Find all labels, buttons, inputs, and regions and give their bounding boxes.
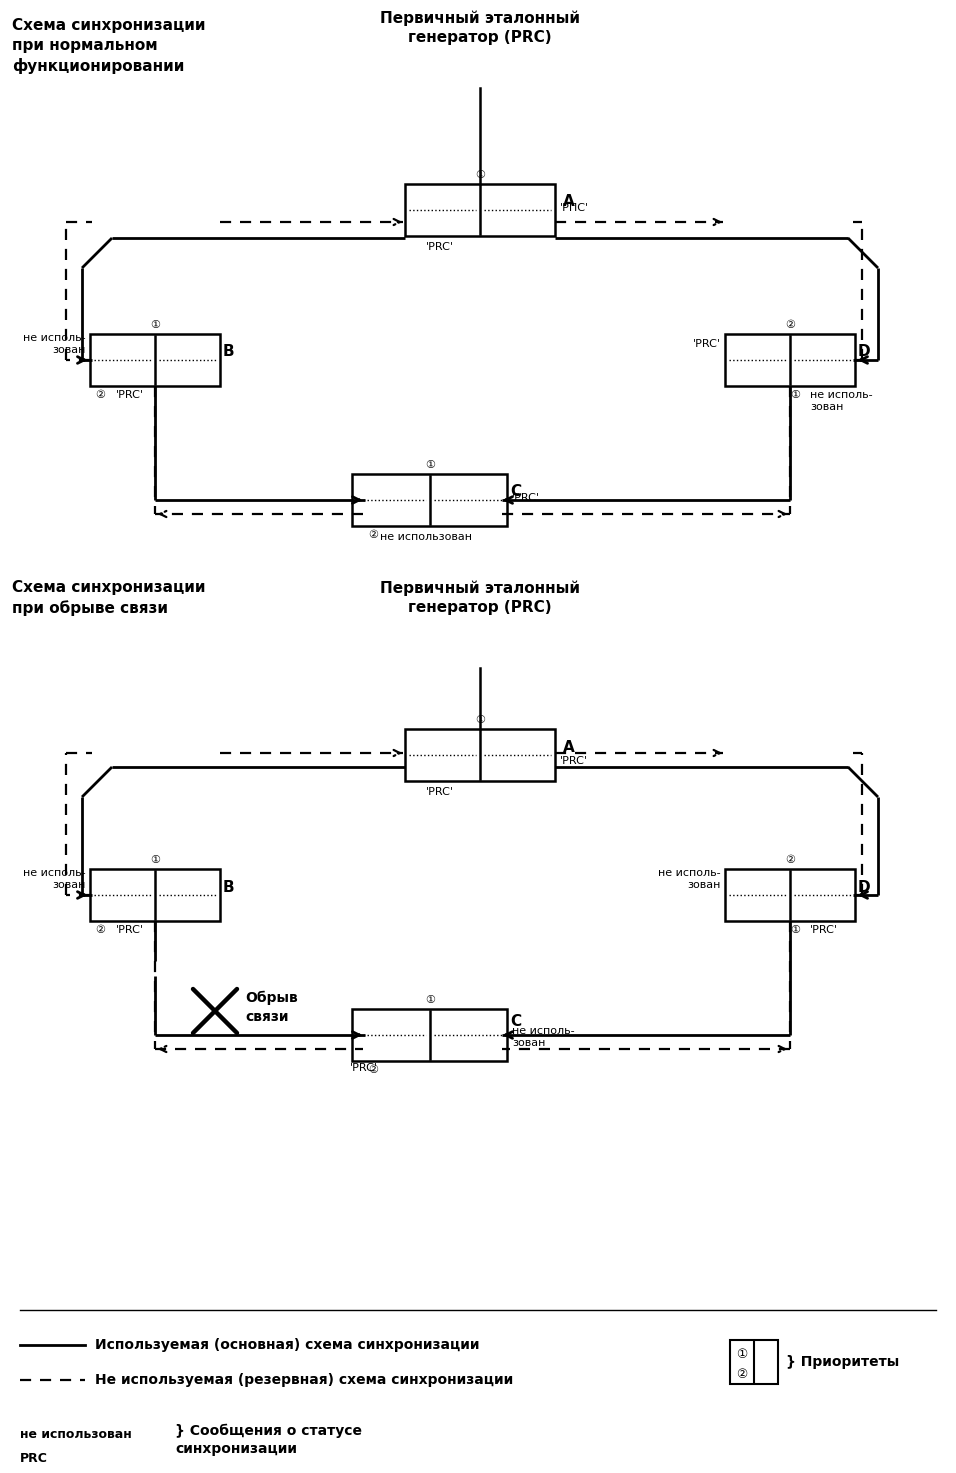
Text: не исполь-
зован: не исполь- зован (512, 1025, 575, 1049)
Text: Первичный эталонный
генератор (PRC): Первичный эталонный генератор (PRC) (380, 10, 580, 46)
Text: 'PRC': 'PRC' (810, 925, 838, 935)
Text: A: A (563, 194, 575, 209)
Text: ①: ① (425, 994, 435, 1005)
Text: ②: ② (785, 320, 795, 330)
Text: не исполь-
зован: не исполь- зован (810, 390, 873, 412)
Text: ②: ② (368, 530, 378, 541)
Text: ②: ② (785, 854, 795, 865)
Bar (725, 869, 855, 921)
Text: 'PRC': 'PRC' (116, 390, 144, 401)
Text: не исполь-
зован: не исполь- зован (659, 868, 721, 890)
Text: Не используемая (резервная) схема синхронизации: Не используемая (резервная) схема синхро… (95, 1373, 513, 1388)
Text: ①: ① (790, 390, 800, 401)
Text: 'PRC': 'PRC' (116, 925, 144, 935)
Bar (730, 1340, 778, 1385)
Text: 'PRC': 'PRC' (560, 756, 588, 766)
Text: ②: ② (368, 1065, 378, 1075)
Text: Используемая (основная) схема синхронизации: Используемая (основная) схема синхрониза… (95, 1337, 480, 1352)
Text: 'PRC': 'PRC' (426, 787, 454, 797)
Bar (353, 474, 508, 526)
Bar (405, 184, 555, 236)
Text: } Сообщения о статусе
синхронизации: } Сообщения о статусе синхронизации (175, 1423, 362, 1457)
Text: 'PRC': 'PRC' (350, 1064, 378, 1072)
Text: D: D (858, 345, 871, 359)
Text: 'РПС': 'РПС' (560, 203, 589, 214)
Text: ②: ② (95, 925, 105, 935)
Text: Схема синхронизации
при нормальном
функционировании: Схема синхронизации при нормальном функц… (12, 18, 206, 74)
Text: 'PRC': 'PRC' (512, 493, 540, 502)
Text: B: B (223, 345, 234, 359)
Text: не исполь-
зован: не исполь- зован (23, 868, 86, 890)
Text: не использован: не использован (380, 532, 472, 542)
Text: Схема синхронизации
при обрыве связи: Схема синхронизации при обрыве связи (12, 580, 206, 616)
Bar (90, 869, 220, 921)
Text: ①: ① (475, 169, 485, 180)
Text: B: B (223, 879, 234, 894)
Text: 'PRC': 'PRC' (426, 242, 454, 252)
Text: ①: ① (475, 714, 485, 725)
Text: не исполь-
зован: не исполь- зован (23, 333, 86, 355)
Text: D: D (858, 879, 871, 894)
Text: 'PRC': 'PRC' (693, 339, 721, 349)
Text: C: C (510, 485, 521, 499)
Bar (725, 334, 855, 386)
Text: ②: ② (736, 1367, 748, 1380)
Text: ②: ② (95, 390, 105, 401)
Bar (405, 729, 555, 781)
Text: PRC: PRC (20, 1452, 48, 1466)
Text: Обрыв
связи: Обрыв связи (245, 991, 297, 1024)
Text: ①: ① (790, 925, 800, 935)
Text: C: C (510, 1013, 521, 1028)
Text: ①: ① (150, 320, 160, 330)
Text: A: A (563, 739, 575, 754)
Text: не использован: не использован (20, 1427, 132, 1441)
Text: ①: ① (736, 1348, 748, 1361)
Text: ①: ① (425, 460, 435, 470)
Text: } Приоритеты: } Приоритеты (786, 1355, 900, 1368)
Text: ①: ① (150, 854, 160, 865)
Bar (353, 1009, 508, 1061)
Text: Первичный эталонный
генератор (PRC): Первичный эталонный генератор (PRC) (380, 580, 580, 616)
Bar (90, 334, 220, 386)
